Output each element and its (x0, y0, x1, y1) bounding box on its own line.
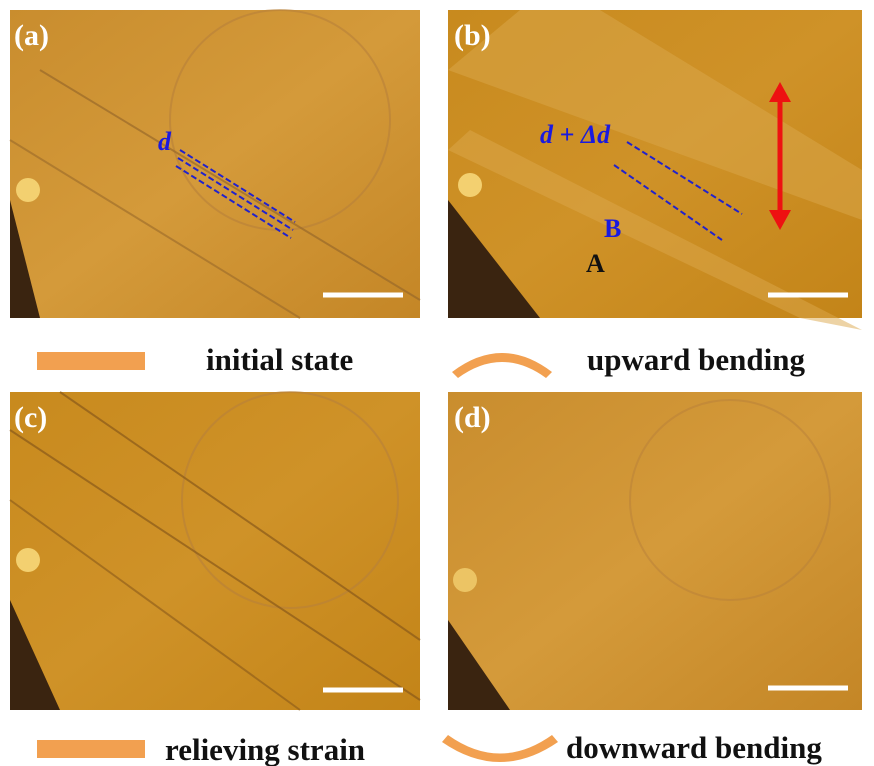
panel-label: (b) (454, 19, 491, 52)
micrograph (448, 392, 862, 710)
panel-label: (a) (14, 19, 49, 52)
annotation: d (158, 127, 172, 156)
caption: initial state (206, 342, 353, 377)
figure: (a) d (b) d + Δd B A initial state upwar… (0, 0, 874, 766)
bend-icon (442, 735, 558, 762)
flat-icon (37, 352, 145, 370)
annotation: B (604, 214, 621, 243)
caption: relieving strain (165, 732, 365, 766)
annotation: d + Δd (540, 120, 611, 149)
micrograph (448, 10, 862, 330)
caption: downward bending (566, 730, 822, 765)
annotation: A (586, 249, 605, 278)
panel-label: (c) (14, 401, 47, 434)
caption: upward bending (587, 342, 805, 377)
panel-label: (d) (454, 401, 491, 434)
micrograph (10, 392, 420, 710)
flat-icon (37, 740, 145, 758)
micrograph (10, 10, 420, 318)
bend-icon (452, 353, 552, 378)
